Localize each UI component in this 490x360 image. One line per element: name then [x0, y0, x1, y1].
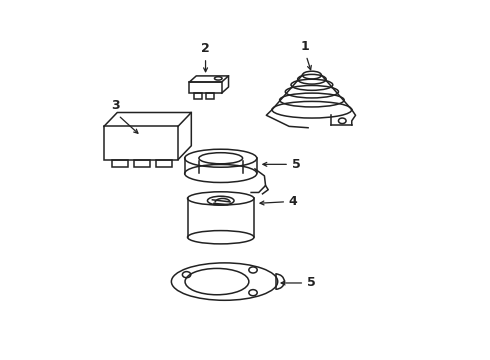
Bar: [112, 159, 127, 167]
Bar: [194, 93, 202, 99]
Text: 1: 1: [301, 40, 309, 53]
Bar: [206, 93, 215, 99]
Bar: [190, 82, 221, 93]
Text: 5: 5: [307, 276, 316, 289]
Text: 5: 5: [292, 158, 301, 171]
Text: 2: 2: [201, 42, 210, 55]
Text: 4: 4: [289, 195, 297, 208]
Bar: [104, 126, 178, 159]
Bar: [156, 159, 171, 167]
Bar: [134, 159, 149, 167]
Text: 3: 3: [111, 99, 120, 112]
